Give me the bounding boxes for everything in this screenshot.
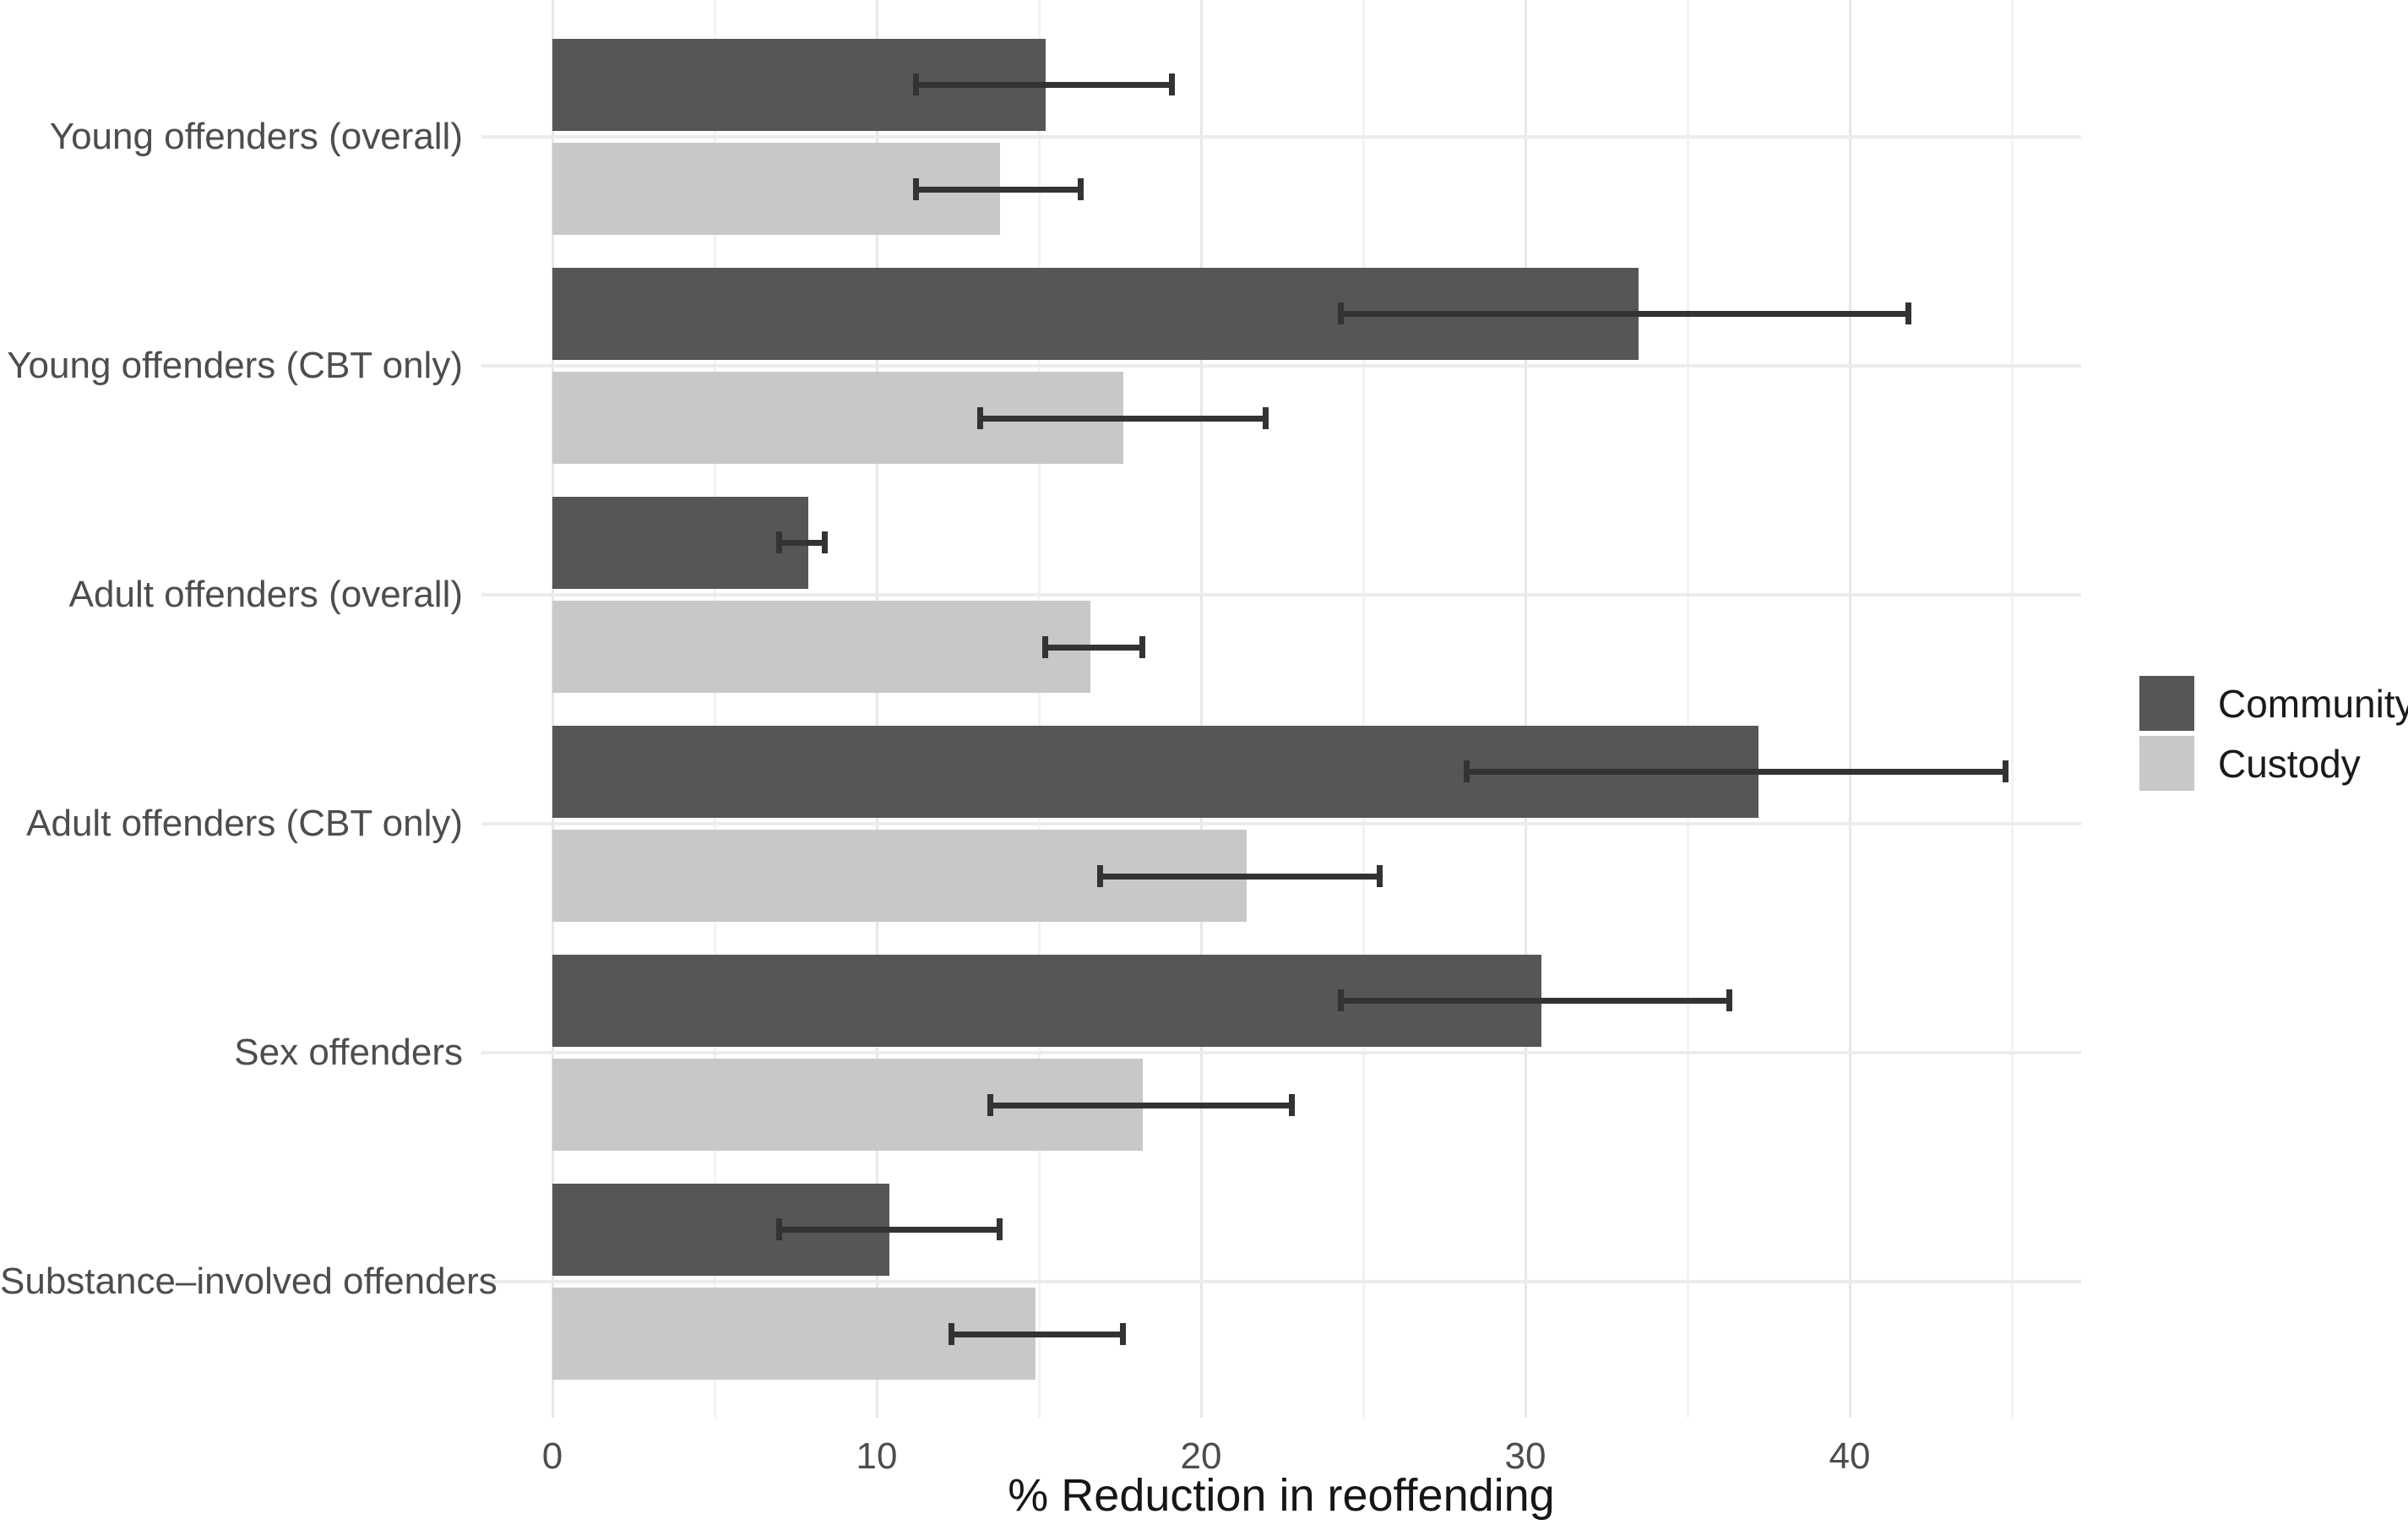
error-cap-low-custody-0 xyxy=(912,178,919,200)
error-cap-high-community-2 xyxy=(822,531,829,553)
category-gridline-1 xyxy=(481,364,2081,368)
legend-item-community: Community xyxy=(2139,676,2408,731)
error-cap-low-custody-2 xyxy=(1042,636,1049,658)
major-gridline-x10 xyxy=(876,0,878,1418)
error-bar-custody-3 xyxy=(1100,873,1380,880)
error-cap-high-community-5 xyxy=(997,1218,1003,1240)
legend-label-custody: Custody xyxy=(2218,741,2361,786)
category-gridline-0 xyxy=(481,135,2081,139)
category-label-3: Adult offenders (CBT only) xyxy=(26,803,463,844)
category-gridline-4 xyxy=(481,1051,2081,1054)
legend-item-custody: Custody xyxy=(2139,736,2408,791)
error-bar-community-1 xyxy=(1340,310,1909,317)
legend: Community Custody xyxy=(2139,676,2408,796)
x-tick-label-40: 40 xyxy=(1829,1435,1871,1477)
error-bar-custody-5 xyxy=(951,1331,1123,1337)
error-bar-community-0 xyxy=(916,81,1172,88)
error-cap-high-community-3 xyxy=(2002,760,2008,782)
error-cap-high-custody-5 xyxy=(1120,1323,1127,1345)
category-label-4: Sex offenders xyxy=(234,1032,463,1073)
error-cap-low-community-2 xyxy=(776,531,783,553)
error-bar-community-4 xyxy=(1340,997,1730,1004)
error-cap-high-custody-2 xyxy=(1139,636,1146,658)
category-label-0: Young offenders (overall) xyxy=(49,116,463,157)
bar-community-2 xyxy=(552,497,809,589)
error-cap-high-community-1 xyxy=(1905,302,1911,324)
legend-swatch-custody-icon xyxy=(2139,736,2194,791)
x-tick-label-0: 0 xyxy=(541,1435,563,1477)
error-cap-low-community-0 xyxy=(912,74,919,95)
error-bar-community-2 xyxy=(779,539,825,546)
error-cap-high-custody-4 xyxy=(1289,1094,1296,1116)
minor-gridline-x35 xyxy=(1687,0,1689,1418)
error-cap-high-custody-0 xyxy=(1078,178,1084,200)
legend-swatch-community-icon xyxy=(2139,676,2194,731)
minor-gridline-x45 xyxy=(2011,0,2014,1418)
error-cap-low-community-1 xyxy=(1337,302,1344,324)
major-gridline-x30 xyxy=(1525,0,1527,1418)
error-cap-low-community-4 xyxy=(1337,989,1344,1011)
error-bar-community-3 xyxy=(1466,768,2006,775)
category-gridline-2 xyxy=(481,593,2081,596)
error-cap-low-community-5 xyxy=(776,1218,783,1240)
error-cap-low-custody-5 xyxy=(948,1323,954,1345)
minor-gridline-x25 xyxy=(1362,0,1365,1418)
error-cap-low-community-3 xyxy=(1464,760,1470,782)
error-bar-custody-1 xyxy=(980,415,1266,422)
major-gridline-x0 xyxy=(552,0,554,1418)
x-tick-label-30: 30 xyxy=(1504,1435,1546,1477)
x-axis-title: % Reduction in reoffending xyxy=(1008,1470,1555,1521)
major-gridline-x20 xyxy=(1200,0,1203,1418)
error-bar-custody-2 xyxy=(1045,644,1143,651)
error-cap-low-custody-3 xyxy=(1097,865,1104,887)
error-bar-custody-4 xyxy=(990,1102,1292,1108)
bar-custody-2 xyxy=(552,601,1091,693)
error-bar-community-5 xyxy=(779,1226,1000,1233)
error-bar-custody-0 xyxy=(916,186,1081,193)
error-cap-high-custody-3 xyxy=(1376,865,1383,887)
error-cap-high-custody-1 xyxy=(1263,407,1269,429)
category-gridline-5 xyxy=(481,1280,2081,1283)
error-cap-low-custody-1 xyxy=(977,407,984,429)
category-label-1: Young offenders (CBT only) xyxy=(7,345,463,386)
error-cap-low-custody-4 xyxy=(987,1094,993,1116)
major-gridline-x40 xyxy=(1849,0,1851,1418)
plot-panel xyxy=(481,0,2081,1418)
category-gridline-3 xyxy=(481,822,2081,825)
error-cap-high-community-0 xyxy=(1168,74,1175,95)
minor-gridline-x5 xyxy=(714,0,716,1418)
x-tick-label-10: 10 xyxy=(856,1435,898,1477)
error-cap-high-community-4 xyxy=(1726,989,1733,1011)
category-label-2: Adult offenders (overall) xyxy=(68,574,463,615)
minor-gridline-x15 xyxy=(1038,0,1041,1418)
category-label-5: Substance–involved offenders xyxy=(0,1261,497,1302)
legend-label-community: Community xyxy=(2218,681,2408,726)
x-tick-label-20: 20 xyxy=(1180,1435,1222,1477)
